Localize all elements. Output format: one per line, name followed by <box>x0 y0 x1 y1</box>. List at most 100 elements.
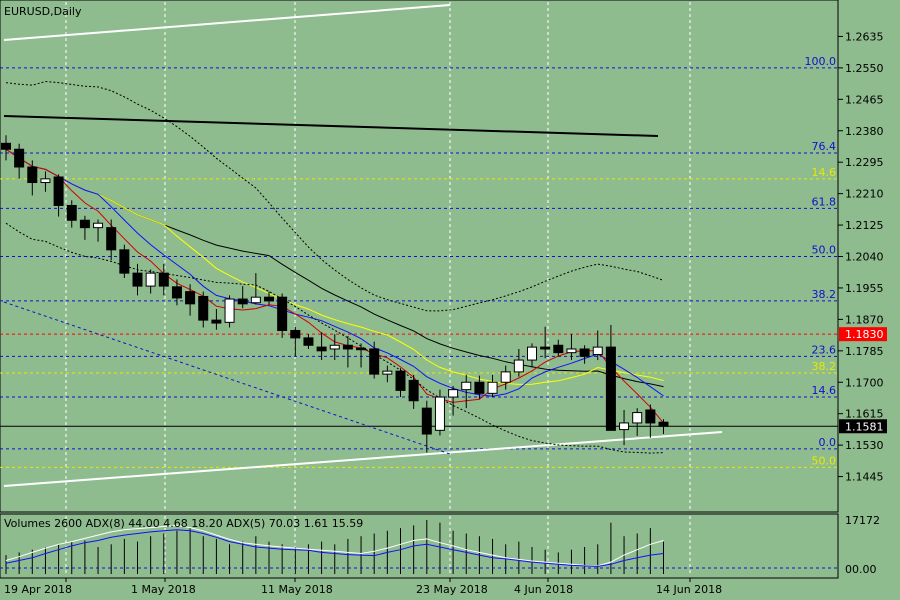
candle-bull <box>329 344 340 350</box>
price-axis: 1.2635 1.2550 1.2465 1.2380 1.2295 1.2210 1.21… <box>838 30 887 484</box>
candle-bear <box>277 296 288 331</box>
fib-level-label: 76.4 <box>812 140 837 153</box>
candle-bull <box>632 412 643 424</box>
date-tick-label: 23 May 2018 <box>416 583 488 596</box>
trend-line-black <box>3 115 659 137</box>
adx-blue-line <box>5 529 664 567</box>
fib-level-label: 50.0 <box>812 244 837 257</box>
fibonacci-levels: 100.0 76.4 14.6 61.8 50.0 38.2 23.6 38.2 14.6 0.0… <box>0 55 838 468</box>
fib-level-label: 38.2 <box>812 288 837 301</box>
fib-level-label: 38.2 <box>812 360 837 373</box>
candle-bull <box>448 389 459 398</box>
upper-envelope-dotted <box>5 80 664 312</box>
fib-level-label: 14.6 <box>812 166 837 179</box>
date-tick-label: 11 May 2018 <box>261 583 333 596</box>
candle-bear <box>369 348 380 375</box>
candle-bear <box>211 319 222 324</box>
price-tick-label: 1.1700 <box>845 376 884 389</box>
price-tick-label: 1.2550 <box>845 62 884 75</box>
ma-blue-line <box>5 148 664 397</box>
price-tick-label: 1.1445 <box>845 471 884 484</box>
lower-channel-line <box>3 431 723 487</box>
candle-bear <box>79 219 90 229</box>
fib-level-label: 100.0 <box>805 55 837 68</box>
price-tick-label: 1.2465 <box>845 93 884 106</box>
candle-bear <box>66 204 77 221</box>
date-tick-label: 14 Jun 2018 <box>656 583 722 596</box>
price-tick-label: 1.1955 <box>845 282 884 295</box>
fib-level-label: 50.0 <box>812 454 837 467</box>
candle-bear <box>605 346 616 431</box>
candle-bull <box>434 396 445 431</box>
candles <box>1 135 669 453</box>
fib-level-label: 61.8 <box>812 195 837 208</box>
indicator-panel: 17172 00.00 <box>0 514 880 576</box>
candle-bear <box>106 227 117 251</box>
last-price-badge-text: 1.1581 <box>845 420 884 433</box>
candle-bear <box>658 421 669 427</box>
price-tick-label: 1.2295 <box>845 156 884 169</box>
candle-bull <box>145 272 156 287</box>
candle-bear <box>171 286 182 299</box>
price-tick-label: 1.2210 <box>845 188 884 201</box>
candle-bear <box>395 370 406 391</box>
candle-bull <box>566 348 577 354</box>
date-axis: 19 Apr 2018 1 May 2018 11 May 2018 23 May 2… <box>4 578 722 596</box>
candle-bear <box>645 409 656 424</box>
candle-bull <box>250 296 261 304</box>
price-tick-label: 1.1785 <box>845 345 884 358</box>
price-tick-label: 1.1615 <box>845 408 884 421</box>
candle-bear <box>579 348 590 357</box>
price-tick-label: 1.2040 <box>845 251 884 264</box>
price-tick-label: 1.1530 <box>845 439 884 452</box>
candle-bear <box>185 291 196 305</box>
candle-bear <box>474 381 485 394</box>
candle-bear <box>408 379 419 402</box>
ma-yellow-line <box>5 148 664 385</box>
chart-title: EURUSD,Daily <box>4 5 82 18</box>
candle-bear <box>27 166 38 184</box>
candle-bear <box>158 272 169 287</box>
candle-bear <box>119 249 130 274</box>
candle-bull <box>513 359 524 373</box>
date-tick-label: 1 May 2018 <box>131 583 196 596</box>
candle-bear <box>356 347 367 351</box>
candle-bull <box>40 178 51 184</box>
last-price-badge: 1.1581 <box>839 419 887 434</box>
fib-level-label: 23.6 <box>812 343 837 356</box>
indicator-axis-max: 17172 <box>845 514 880 527</box>
candle-bull <box>487 381 498 394</box>
candle-bear <box>290 329 301 339</box>
price-tick-label: 1.2635 <box>845 30 884 43</box>
candle-bear <box>540 346 551 350</box>
candle-bear <box>421 407 432 435</box>
candle-bull <box>382 370 393 375</box>
candle-bear <box>237 298 248 305</box>
date-tick-label: 19 Apr 2018 <box>4 583 72 596</box>
blue-dashed-trendline <box>3 301 451 455</box>
candle-bear <box>198 295 209 321</box>
candle-bear <box>303 337 314 346</box>
candle-bull <box>619 422 630 431</box>
candle-bull <box>93 222 104 229</box>
price-tick-label: 1.1870 <box>845 313 884 326</box>
candle-bull <box>592 346 603 356</box>
indicator-label: Volumes 2600 ADX(8) 44.00 4.68 18.20 ADX… <box>4 517 363 530</box>
candle-bear <box>1 142 11 150</box>
upper-channel-line <box>3 4 451 41</box>
candle-bull <box>527 346 537 361</box>
candle-bull <box>224 298 235 323</box>
current-price-badge-text: 1.1830 <box>845 328 884 341</box>
candle-bear <box>53 176 64 206</box>
adx-white-line <box>5 524 664 567</box>
lower-envelope-dotted <box>5 222 664 454</box>
candle-bear <box>264 296 274 302</box>
candle-bear <box>553 344 564 354</box>
candle-bear <box>132 272 143 287</box>
fib-level-label: 0.0 <box>819 436 837 449</box>
indicator-axis-min: 00.00 <box>845 563 877 576</box>
channel-lines <box>3 4 723 487</box>
current-price-badge: 1.1830 <box>839 327 887 342</box>
last-price-badge-bg <box>839 419 887 434</box>
